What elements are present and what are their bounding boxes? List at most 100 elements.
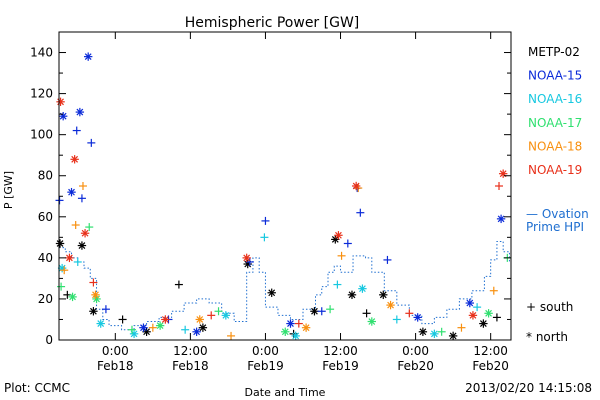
noaa-15-point	[55, 196, 64, 205]
chart-title: Hemispheric Power [GW]	[185, 15, 360, 31]
x-tick-label-date: Feb20	[397, 359, 434, 373]
noaa-19-point	[468, 311, 478, 320]
series-legend: METP-02 NOAA-15 NOAA-16 NOAA-17 NOAA-18 NOAA-…	[526, 45, 582, 344]
x-tick-label-date: Feb19	[247, 359, 284, 373]
marker-arm	[199, 324, 207, 332]
noaa-15-point	[286, 319, 295, 328]
x-tick-label-time: 12:00	[323, 344, 358, 358]
ovation-prime-hpi-path	[59, 240, 511, 331]
noaa-16-point	[181, 325, 190, 334]
marker-arm	[90, 307, 97, 315]
noaa-15-point	[75, 107, 85, 117]
marker-arm	[140, 324, 147, 332]
noaa-18-point	[71, 221, 80, 230]
marker-arm	[268, 289, 276, 297]
marker-arm	[156, 322, 164, 330]
x-axis-label: Date and Time	[245, 386, 326, 399]
noaa-19-point	[56, 97, 65, 107]
noaa-16-point	[96, 319, 105, 328]
plot-timestamp: 2013/02/20 14:15:08	[465, 381, 592, 395]
ovation-prime-hpi-line	[59, 240, 511, 331]
noaa-19-point	[207, 311, 216, 320]
noaa-15-point	[413, 313, 422, 322]
noaa-15-point	[83, 52, 93, 61]
noaa-18-point	[148, 323, 157, 332]
noaa-17-point	[57, 282, 66, 291]
marker-arm	[302, 324, 310, 332]
noaa-16-point	[473, 303, 482, 312]
x-tick-label-time: 12:00	[473, 344, 508, 358]
plot-frame	[58, 31, 512, 341]
noaa-16-point	[333, 280, 342, 289]
y-tick-label: 40	[38, 251, 53, 265]
marker-arm	[130, 330, 138, 338]
x-tick-label-time: 0:00	[102, 344, 129, 358]
noaa-19-point	[495, 182, 504, 190]
marker-arm	[419, 328, 427, 336]
noaa-17-point	[68, 292, 77, 302]
marker-arm	[281, 328, 289, 336]
noaa-15-point	[67, 187, 76, 197]
marker-arm	[331, 235, 339, 243]
marker-arm	[430, 330, 438, 338]
noaa-16-point	[430, 329, 439, 339]
noaa-15-point	[317, 307, 326, 316]
plot-source: Plot: CCMC	[4, 381, 70, 395]
noaa-16-point	[260, 233, 269, 242]
noaa-15-point	[496, 214, 506, 224]
marker-arm	[485, 309, 492, 317]
noaa-15-point	[261, 216, 270, 225]
ovation-legend-line2: Prime HPI	[526, 220, 584, 234]
marker-arm	[222, 311, 230, 319]
marker-arm	[311, 307, 318, 315]
noaa-18-point	[386, 300, 395, 310]
marker-arm	[466, 299, 474, 307]
noaa-19-point	[70, 155, 79, 164]
noaa-17-point	[326, 305, 335, 314]
noaa-19-point	[498, 169, 508, 178]
marker-arm	[243, 254, 251, 262]
noaa-19-point	[294, 319, 303, 328]
noaa-17-point	[367, 317, 377, 326]
x-tick-label-time: 0:00	[402, 344, 429, 358]
noaa-19-point	[405, 309, 414, 318]
x-tick-label-date: Feb20	[472, 359, 509, 373]
legend-item: NOAA-15	[528, 69, 582, 83]
noaa-16-point	[358, 284, 367, 293]
noaa-17-point	[484, 309, 493, 318]
metp-02-point	[347, 290, 357, 300]
ovation-legend: — Ovation Prime HPI	[526, 208, 589, 234]
marker-arm	[287, 320, 294, 327]
noaa-16-point	[73, 257, 82, 266]
marker-arm	[499, 170, 507, 178]
noaa-17-point	[127, 325, 136, 334]
noaa-15-point	[77, 194, 86, 203]
noaa-16-point	[291, 331, 300, 341]
metp-02-point	[418, 327, 428, 336]
noaa-19-point	[80, 229, 90, 238]
noaa-16-point	[392, 315, 401, 324]
x-tick-label-date: Feb18	[172, 359, 209, 373]
marker-arm	[78, 242, 86, 249]
metp-02-point	[55, 239, 65, 248]
metp-02-point	[174, 280, 183, 289]
noaa-19-point	[351, 181, 361, 191]
marker-arm	[58, 264, 66, 272]
marker-arm	[359, 285, 366, 293]
metp-02-point	[118, 315, 127, 324]
noaa-19-point	[242, 253, 251, 263]
noaa-18-point	[227, 331, 236, 340]
noaa-15-point	[465, 298, 475, 308]
noaa-19-point	[89, 278, 98, 287]
legend-item: METP-02	[528, 45, 580, 59]
metp-02-point	[379, 290, 388, 300]
metp-02-point	[243, 259, 252, 269]
marker-arm	[59, 112, 67, 120]
marker-arm	[161, 316, 169, 323]
marker-arm	[352, 182, 360, 190]
x-tick-label-time: 12:00	[173, 344, 208, 358]
ovation-legend-line1: Ovation	[541, 207, 589, 221]
noaa-19-point	[65, 253, 74, 263]
marker-arm	[193, 328, 201, 336]
